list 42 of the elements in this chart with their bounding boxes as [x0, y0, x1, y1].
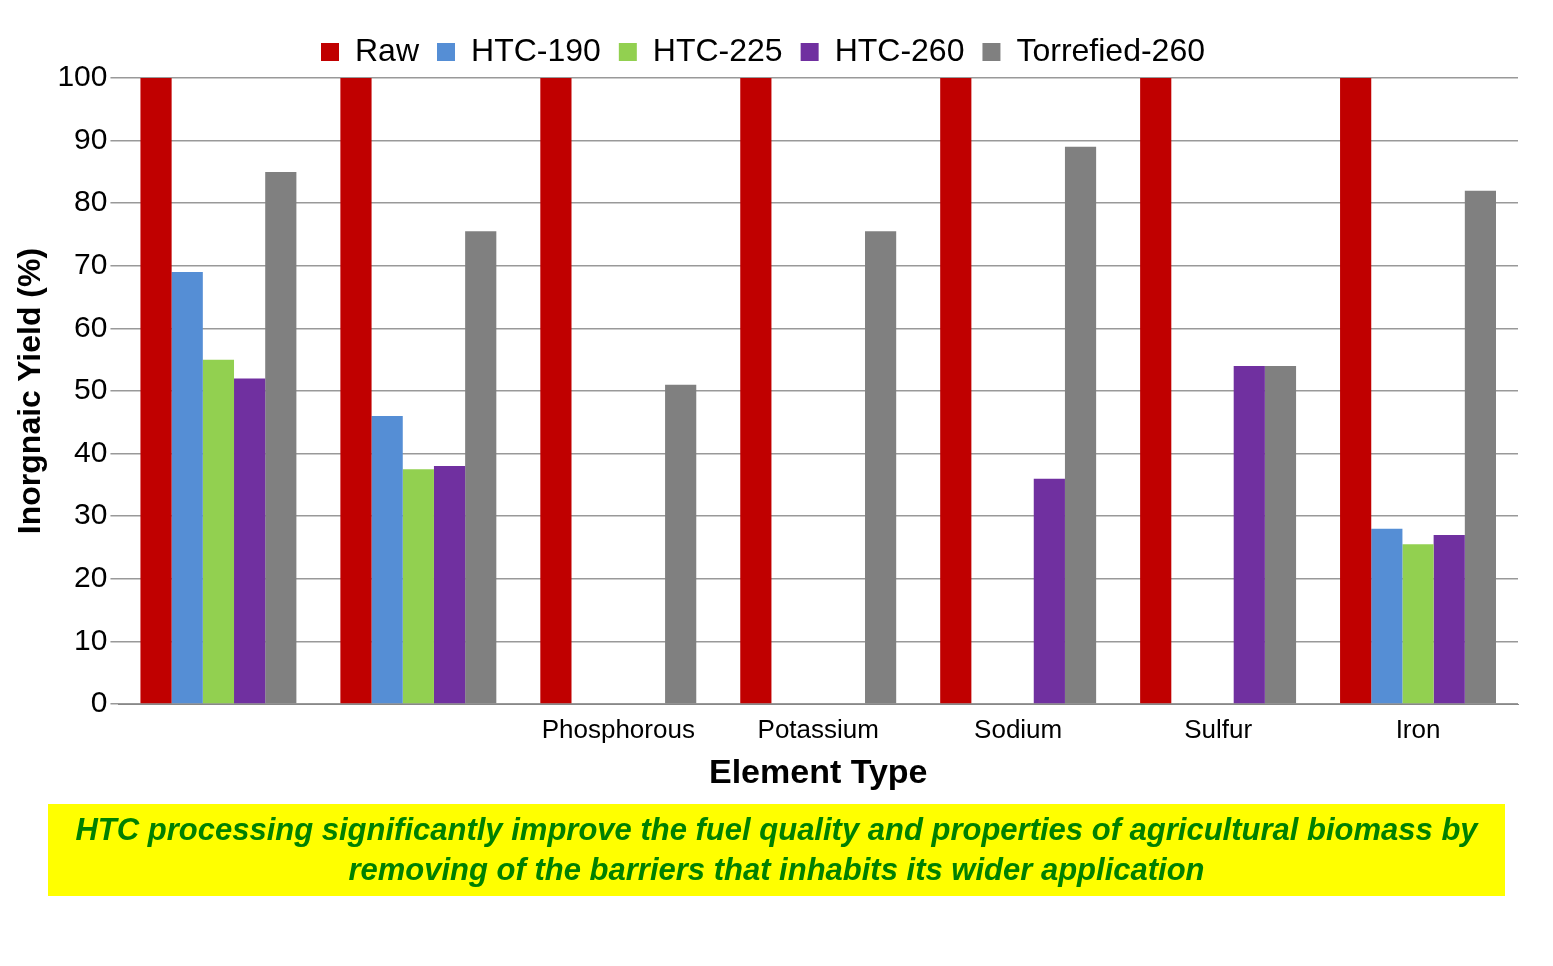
bar — [1340, 78, 1372, 704]
bar — [1433, 534, 1465, 704]
y-axis-title: Inorgnaic Yield (%) — [11, 247, 48, 535]
bar — [540, 78, 572, 704]
legend-label: Torrefied-260 — [1016, 31, 1205, 68]
legend-label: Raw — [355, 31, 420, 68]
x-tick-label: Sodium — [974, 713, 1063, 744]
y-tick-label: 100 — [57, 59, 108, 93]
bar — [940, 78, 972, 704]
bar — [740, 78, 772, 704]
x-tick-label: Sulfur — [1184, 713, 1253, 744]
bar — [140, 78, 172, 704]
bar — [234, 378, 266, 704]
bar — [1402, 544, 1434, 704]
x-tick-label: Potassium — [757, 713, 879, 744]
legend-label: HTC-225 — [652, 31, 783, 68]
bar — [171, 272, 203, 704]
y-tick-label: 10 — [74, 622, 108, 656]
x-tick-label: Phosphorous — [541, 713, 695, 744]
y-tick-label: 0 — [90, 685, 108, 719]
y-tick-label: 60 — [74, 309, 108, 343]
bar — [1033, 478, 1065, 704]
y-tick-label: 80 — [74, 184, 108, 218]
y-tick-label: 90 — [74, 121, 108, 155]
x-tick-label: Iron — [1395, 713, 1441, 744]
legend-label: HTC-190 — [471, 31, 601, 68]
y-tick-label: 70 — [74, 247, 108, 281]
text: HTC processing significantly improve the fuel quality and properties of agricultural biomass by removing of the barriers that inhabits its wider application — [48, 804, 1505, 896]
bar — [402, 469, 434, 704]
bar — [433, 466, 466, 704]
bar — [1371, 528, 1403, 704]
bar — [202, 359, 235, 704]
y-tick-label: 40 — [74, 434, 108, 468]
y-tick-label: 30 — [74, 497, 108, 531]
legend-label: HTC-260 — [834, 31, 965, 68]
bar — [371, 416, 403, 704]
x-axis-title: Element Type — [708, 751, 928, 790]
y-tick-label: 50 — [74, 372, 108, 406]
bar — [1140, 78, 1172, 704]
bar — [340, 78, 372, 704]
bar — [1233, 365, 1265, 704]
y-tick-label: 20 — [74, 560, 108, 594]
